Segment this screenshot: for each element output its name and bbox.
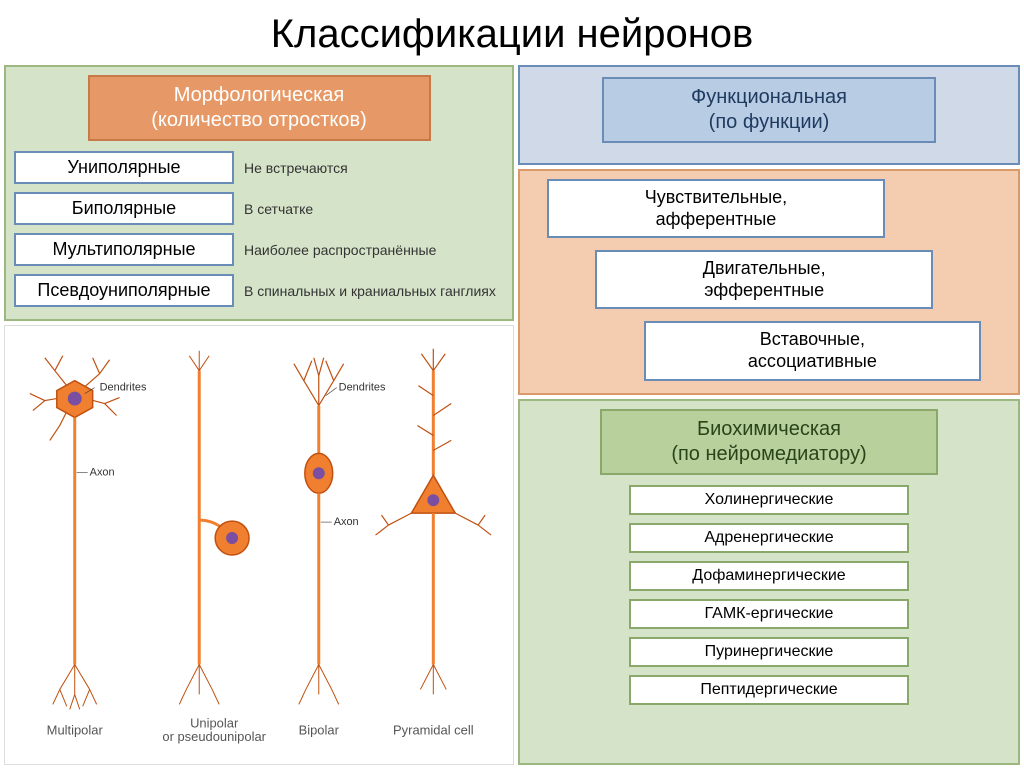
dendrites-label: Dendrites (339, 382, 386, 394)
morph-item-row: Псевдоуниполярные В спинальных и краниал… (14, 274, 504, 307)
morph-item-row: Мультиполярные Наиболее распространённые (14, 233, 504, 266)
main-layout: Морфологическая (количество отростков) У… (0, 65, 1024, 765)
dendrites-label: Dendrites (100, 382, 147, 394)
func-item-associative: Вставочные, ассоциативные (644, 321, 981, 380)
bio-item-gabaergic: ГАМК-ергические (629, 599, 909, 629)
left-column: Морфологическая (количество отростков) У… (4, 65, 514, 765)
functional-header-panel: Функциональная (по функции) (518, 65, 1020, 165)
func-item-afferent: Чувствительные, афферентные (547, 179, 884, 238)
morph-item-multipolar: Мультиполярные (14, 233, 234, 266)
bio-item-cholinergic: Холинергические (629, 485, 909, 515)
bio-item-dopaminergic: Дофаминергические (629, 561, 909, 591)
morph-item-pseudounipolar: Псевдоуниполярные (14, 274, 234, 307)
functional-header: Функциональная (по функции) (602, 77, 937, 143)
axon-label: Axon (334, 516, 359, 528)
bio-header-l2: (по нейромедиатору) (671, 443, 866, 465)
neuron-diagram: Dendrites Axon (4, 325, 514, 765)
func-item-efferent: Двигательные, эфферентные (595, 250, 932, 309)
morph-header-l1: Морфологическая (174, 84, 344, 106)
neuron-unipolar (179, 351, 249, 705)
neuron-bipolar: Dendrites Axon (294, 358, 386, 705)
diagram-label-multipolar: Multipolar (47, 722, 104, 737)
biochemical-panel: Биохимическая (по нейромедиатору) Холине… (518, 399, 1020, 765)
func-l2: ассоциативные (748, 351, 877, 371)
morphological-header: Морфологическая (количество отростков) (88, 75, 431, 141)
func-header-l1: Функциональная (691, 86, 847, 108)
morph-header-l2: (количество отростков) (151, 109, 367, 131)
func-l1: Двигательные, (703, 258, 826, 278)
page-title: Классификации нейронов (0, 0, 1024, 65)
morph-item-unipolar: Униполярные (14, 151, 234, 184)
neuron-multipolar: Dendrites Axon (30, 356, 147, 710)
morph-note: В сетчатке (244, 201, 313, 217)
right-column: Функциональная (по функции) Чувствительн… (518, 65, 1020, 765)
morph-item-bipolar: Биполярные (14, 192, 234, 225)
func-l2: эфферентные (704, 280, 824, 300)
morph-note: В спинальных и краниальных ганглиях (244, 283, 496, 299)
diagram-label-unipolar-2: or pseudounipolar (162, 729, 266, 744)
func-header-l2: (по функции) (709, 111, 830, 133)
morph-note: Не встречаются (244, 160, 348, 176)
bio-header-l1: Биохимическая (697, 418, 841, 440)
morph-note: Наиболее распространённые (244, 242, 436, 258)
diagram-label-unipolar-1: Unipolar (190, 715, 239, 730)
morph-item-row: Биполярные В сетчатке (14, 192, 504, 225)
diagram-label-pyramidal: Pyramidal cell (393, 722, 474, 737)
bio-item-peptidergic: Пептидергические (629, 675, 909, 705)
functional-body-panel: Чувствительные, афферентные Двигательные… (518, 169, 1020, 395)
neuron-svg: Dendrites Axon (5, 326, 513, 764)
neuron-pyramidal (376, 349, 492, 695)
diagram-label-bipolar: Bipolar (299, 722, 340, 737)
axon-label: Axon (90, 466, 115, 478)
biochemical-header: Биохимическая (по нейромедиатору) (600, 409, 937, 475)
func-l2: афферентные (656, 209, 777, 229)
morph-item-row: Униполярные Не встречаются (14, 151, 504, 184)
bio-item-purinergic: Пуринергические (629, 637, 909, 667)
morphological-panel: Морфологическая (количество отростков) У… (4, 65, 514, 321)
func-l1: Вставочные, (760, 329, 865, 349)
bio-item-adrenergic: Адренергические (629, 523, 909, 553)
func-l1: Чувствительные, (645, 187, 787, 207)
